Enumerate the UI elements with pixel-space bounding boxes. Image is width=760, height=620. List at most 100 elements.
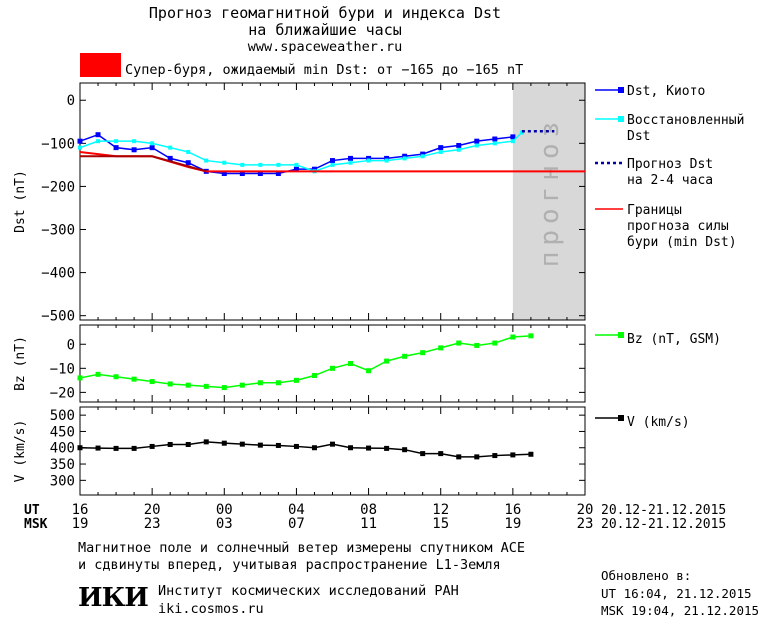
data-point (203, 439, 209, 445)
ut-range: 20.12-21.12.2015 (601, 503, 726, 518)
data-point (275, 380, 281, 386)
data-point (402, 353, 408, 359)
institute-name: Институт космических исследований РАН (158, 583, 459, 599)
institute-site[interactable]: iki.cosmos.ru (158, 601, 264, 617)
data-point (384, 445, 390, 451)
data-point (366, 158, 371, 163)
data-point (113, 374, 119, 380)
legend-v-label: V (km/s) (627, 415, 690, 430)
data-point (384, 158, 389, 163)
footer-note-1: Магнитное поле и солнечный ветер измерен… (78, 540, 526, 556)
data-point (185, 382, 191, 388)
data-point (330, 365, 335, 371)
y-axis-label: Bz (nT) (13, 336, 28, 391)
data-point (95, 371, 101, 377)
y-axis-label: V (km/s) (13, 420, 28, 483)
data-point (474, 342, 480, 348)
data-point (293, 443, 299, 449)
data-point (311, 445, 317, 451)
data-point (293, 166, 299, 172)
data-point (131, 445, 137, 451)
data-point (330, 158, 335, 164)
page-subtitle: на ближайшие часы (248, 21, 402, 39)
updated-msk: MSK 19:04, 21.12.2015 (601, 603, 760, 618)
data-point (257, 170, 263, 176)
data-point (221, 440, 227, 446)
msk-tick-label: 03 (216, 516, 233, 532)
data-point (77, 138, 83, 144)
data-point (438, 145, 444, 151)
y-tick-label: −400 (41, 266, 75, 282)
y-tick-label: −200 (41, 179, 75, 195)
data-point (528, 333, 534, 339)
legend-restored-label-2: Dst (627, 129, 650, 144)
panel-frame (79, 82, 586, 321)
data-point (113, 445, 119, 451)
data-point (186, 149, 191, 154)
y-tick-label: −10 (50, 361, 75, 377)
series-line (79, 335, 531, 389)
data-point (474, 143, 479, 148)
series-line (79, 441, 531, 458)
data-point (293, 377, 299, 383)
data-point (294, 162, 299, 167)
msk-tick-label: 07 (288, 516, 305, 532)
data-point (168, 145, 173, 150)
legend-restored-label-1: Восстановленный (627, 113, 744, 128)
forecast-region (512, 83, 585, 320)
data-point (492, 453, 498, 459)
legend-v-marker (618, 415, 624, 421)
panel-frame (79, 324, 586, 403)
data-point (438, 345, 444, 351)
data-point (474, 454, 480, 460)
ut-tick-label: 20 (144, 502, 161, 518)
y-tick-label: 450 (50, 424, 75, 440)
data-point (348, 160, 353, 165)
msk-range: 20.12-21.12.2015 (601, 517, 726, 532)
data-point (510, 452, 516, 458)
iki-logo: ИКИ (78, 583, 149, 613)
y-axis-label: Dst (nT) (13, 170, 28, 233)
msk-tick-label: 19 (72, 516, 89, 532)
data-point (311, 373, 317, 379)
msk-tick-label: 23 (577, 516, 594, 532)
y-tick-label: 0 (67, 93, 75, 109)
ut-tick-label: 16 (504, 502, 521, 518)
data-point (77, 375, 83, 381)
y-tick-label: 350 (50, 457, 75, 473)
y-tick-label: 500 (50, 408, 75, 424)
data-point (131, 147, 137, 153)
data-point (95, 445, 101, 451)
legend-dst-marker (618, 87, 624, 93)
data-point (420, 154, 425, 159)
data-point (348, 361, 354, 366)
data-point (275, 170, 281, 176)
data-point (510, 139, 515, 144)
page-title: Прогноз геомагнитной бури и индекса Dst (148, 4, 502, 22)
data-point (204, 158, 209, 163)
legend-bounds-label-1: Границы (627, 203, 682, 218)
ut-tick-label: 16 (72, 502, 89, 518)
alert-color-swatch (80, 53, 121, 77)
data-point (114, 139, 119, 144)
data-point (149, 443, 155, 449)
data-point (456, 142, 462, 148)
legend-forecast-label-1: Прогноз Dst (627, 157, 713, 172)
ut-tick-label: 08 (360, 502, 377, 518)
data-point (402, 153, 408, 159)
data-point (311, 166, 317, 172)
legend-forecast-label-2: на 2-4 часа (627, 173, 713, 188)
legend-restored-marker (618, 116, 624, 122)
alert-text: Супер-буря, ожидаемый min Dst: от −165 д… (125, 62, 524, 78)
data-point (474, 138, 480, 144)
updated-ut: UT 16:04, 21.12.2015 (601, 586, 752, 601)
series-line (80, 155, 207, 173)
legend-bz-label: Bz (nT, GSM) (627, 332, 721, 347)
data-point (275, 442, 281, 448)
y-tick-label: 0 (67, 337, 75, 353)
data-point (222, 160, 227, 165)
y-tick-label: −20 (50, 385, 75, 401)
data-point (438, 451, 444, 457)
header-site: www.spaceweather.ru (247, 39, 403, 55)
data-point (456, 340, 462, 346)
